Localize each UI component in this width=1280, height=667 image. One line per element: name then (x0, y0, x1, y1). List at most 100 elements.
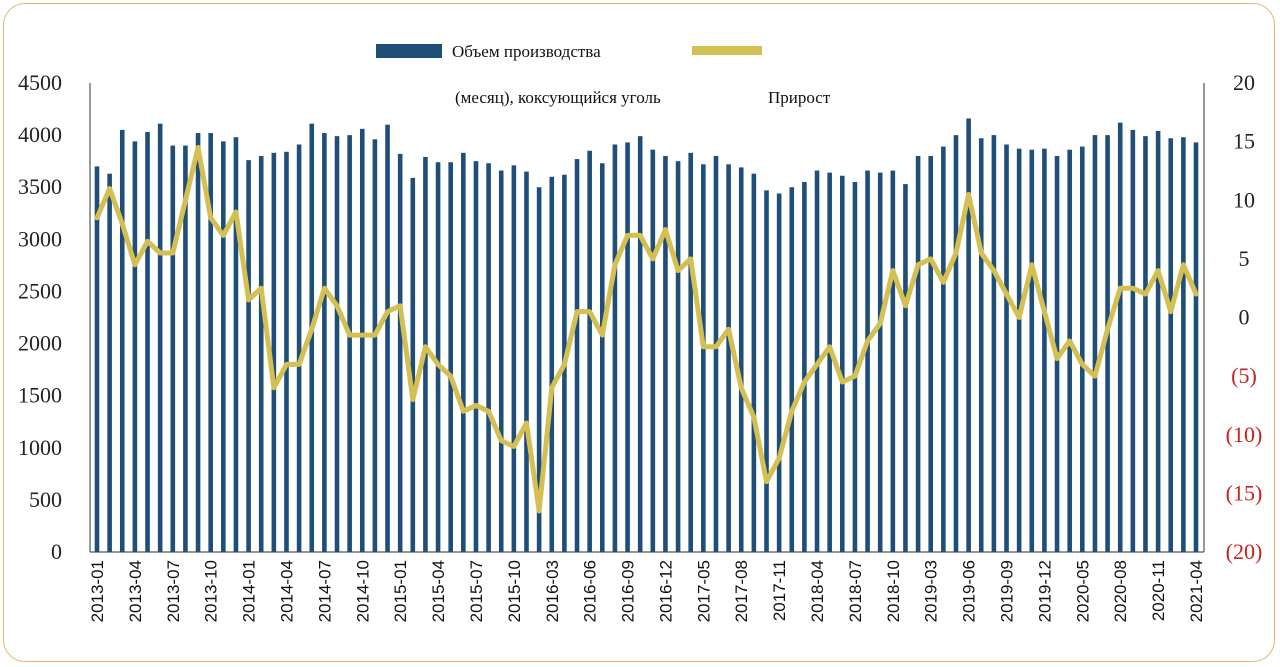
y-right-tick-label: (5) (1231, 363, 1257, 388)
x-axis: 2013-01 2013-04 2013-07 2013-10 2014-01 2014-… (88, 560, 1206, 622)
growth-line (94, 144, 1199, 514)
bar (372, 139, 378, 552)
x-tick-label: 2016-09 (619, 560, 638, 622)
legend-bar-swatch (376, 44, 442, 58)
x-tick-label: 2017-11 (770, 560, 789, 621)
bar (258, 155, 264, 552)
bar (1105, 135, 1110, 553)
bar (713, 155, 719, 552)
bar (246, 160, 251, 552)
bar (877, 172, 883, 552)
bar (170, 145, 176, 552)
x-tick-label: 2014-01 (240, 560, 259, 622)
x-tick-label: 2019-06 (960, 560, 979, 622)
bar (347, 135, 352, 553)
bar (1029, 149, 1035, 552)
x-tick-label: 2019-12 (1035, 560, 1054, 622)
x-tick-label: 2013-04 (126, 560, 145, 622)
bar (1181, 137, 1186, 552)
y-right-tick-label: (20) (1226, 539, 1263, 564)
bar (890, 170, 896, 553)
bar (637, 136, 643, 552)
x-tick-label: 2015-01 (391, 560, 410, 622)
bar (511, 165, 517, 552)
bar (359, 128, 365, 553)
bar (498, 170, 504, 553)
bar (751, 173, 757, 553)
bar (309, 123, 315, 553)
y-left-tick-label: 500 (29, 487, 62, 512)
bar (473, 161, 479, 553)
bar (650, 149, 656, 552)
x-tick-label: 2019-09 (998, 560, 1017, 622)
bar (1004, 144, 1009, 553)
bar (915, 155, 921, 552)
bar (802, 182, 807, 552)
bar (107, 173, 112, 553)
x-tick-label: 2018-04 (808, 560, 827, 622)
x-tick-label: 2019-03 (922, 560, 941, 622)
x-tick-label: 2014-04 (278, 560, 297, 622)
bar (119, 129, 125, 552)
bar (1130, 129, 1136, 552)
x-tick-label: 2014-07 (315, 560, 334, 622)
y-right-tick-label: 15 (1233, 129, 1255, 154)
bar (1067, 149, 1072, 552)
x-tick-label: 2015-10 (505, 560, 524, 622)
x-tick-label: 2018-07 (846, 560, 865, 622)
bar (574, 159, 580, 552)
y-right-tick-label: (10) (1226, 422, 1263, 447)
bar (397, 153, 403, 552)
y-right-tick-label: 10 (1233, 187, 1255, 212)
bar (928, 155, 934, 552)
bar (221, 141, 226, 553)
bar (1092, 135, 1098, 553)
bar (1016, 148, 1022, 552)
bar (448, 162, 453, 552)
bar (1155, 130, 1161, 552)
legend-line-swatch (692, 46, 762, 55)
bar (549, 176, 555, 553)
bar-series (94, 118, 1199, 553)
y-right-tick-label: 5 (1239, 246, 1250, 271)
y-left-tick-label: 2000 (18, 331, 62, 356)
bar (827, 172, 832, 552)
bar (726, 164, 731, 553)
bar (284, 151, 289, 553)
x-tick-label: 2017-05 (694, 560, 713, 622)
bar (410, 177, 416, 552)
y-right-tick-label: 20 (1233, 70, 1255, 95)
bar (978, 138, 984, 553)
y-left-tick-label: 1500 (18, 383, 62, 408)
bar (738, 167, 744, 553)
x-tick-label: 2017-08 (732, 560, 751, 622)
bar (663, 155, 668, 552)
bar (271, 152, 277, 552)
bar (941, 146, 946, 552)
axes (89, 83, 1205, 553)
bar (776, 193, 782, 553)
x-tick-label: 2020-05 (1073, 560, 1092, 622)
bar (461, 152, 466, 552)
bar (145, 131, 150, 553)
x-tick-label: 2020-11 (1149, 560, 1168, 621)
x-tick-label: 2016-06 (581, 560, 600, 622)
x-tick-label: 2013-01 (88, 560, 107, 622)
bar (612, 144, 618, 553)
x-tick-label: 2013-10 (202, 560, 221, 622)
legend-line-label-part1: (месяц), коксующийся уголь (455, 88, 661, 107)
bar (157, 123, 163, 553)
bar (587, 150, 592, 553)
bar (296, 144, 302, 553)
x-tick-label: 2016-12 (656, 560, 675, 622)
bar (852, 182, 858, 552)
bar (865, 170, 870, 553)
bar (1193, 142, 1199, 552)
y-right-tick-label: 0 (1239, 305, 1250, 330)
y-axis-left: 0 500 1000 1500 2000 2500 3000 3500 4000 4500 (18, 70, 62, 564)
legend-line-label-part2: Прирост (768, 88, 831, 107)
bar (1117, 122, 1123, 552)
y-axis-right: (20) (15) (10) (5) 0 5 10 15 20 (1226, 70, 1263, 564)
x-tick-label: 2015-07 (467, 560, 486, 622)
